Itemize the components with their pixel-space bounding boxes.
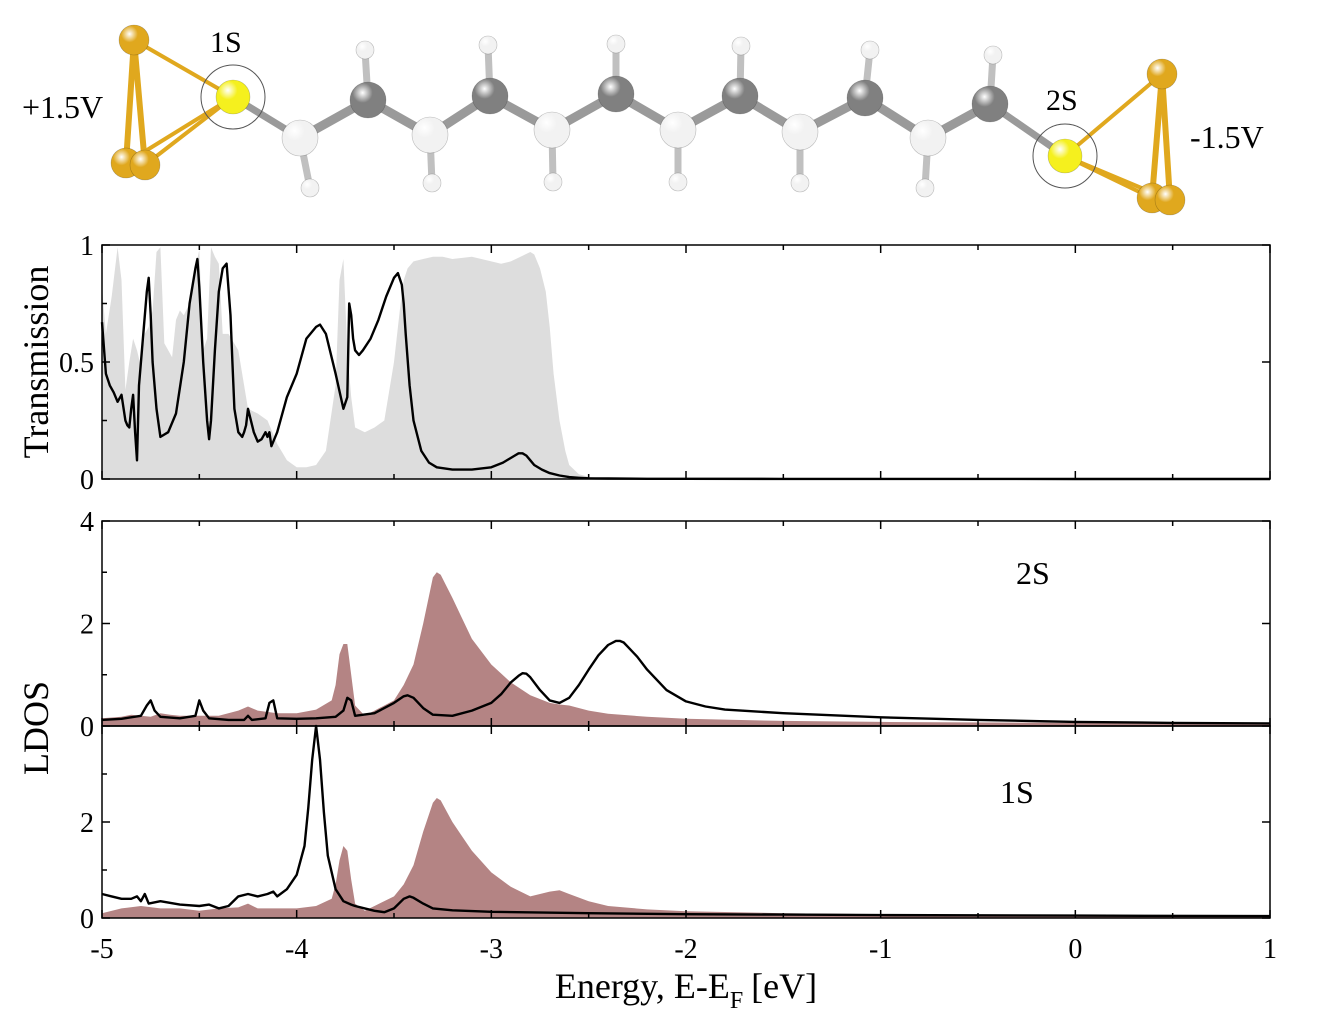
transmission-ylabel: Transmission: [16, 266, 56, 459]
carbon-atom: [471, 77, 509, 115]
x-tick-label: 1: [1263, 934, 1277, 965]
x-axis-label-subscript: F: [730, 988, 743, 1014]
x-tick-label: -1: [869, 934, 892, 965]
transmission-ytick-label: 0: [80, 465, 94, 496]
hydrogen-atom: [668, 172, 688, 192]
hydrogen-atom: [860, 40, 880, 60]
ldos_2s-ytick-label: 0: [80, 712, 94, 743]
gold-sulfur-bond: [143, 95, 235, 167]
gold-atom: [1154, 184, 1186, 216]
carbon-atom: [971, 85, 1009, 123]
ldos-2s-panel: 0 2 4: [80, 507, 1271, 743]
gold-atom: [129, 149, 161, 181]
hydrogen-atom: [790, 173, 810, 193]
sulfur-atom-1s: [215, 79, 251, 115]
carbon-atom: [281, 119, 319, 157]
ldos_1s-filled-series: [102, 798, 1270, 918]
transmission-filled-series: [102, 247, 1270, 479]
carbon-atom: [349, 81, 387, 119]
gold-atom: [1146, 58, 1178, 90]
ldos_1s-frame: [101, 725, 1271, 919]
ldos_1s-ytick-label: 2: [80, 808, 94, 839]
carbon-atom: [721, 77, 759, 115]
x-tick-label: 0: [1068, 934, 1082, 965]
x-tick-label: -2: [674, 934, 697, 965]
gold-bond: [1159, 71, 1173, 203]
carbon-atom: [909, 119, 947, 157]
x-axis-label: Energy, E-EF [eV]: [555, 966, 817, 1014]
ldos-1s-panel: 0 2 -5 -4 -3 -2 -1 0 1: [80, 724, 1277, 965]
x-tick-label: -5: [90, 934, 113, 965]
x-tick-label: -4: [285, 934, 308, 965]
hydrogen-atom: [915, 178, 935, 198]
hydrogen-atom: [543, 172, 563, 192]
carbon-atom: [659, 111, 697, 149]
sulfur-atom-2s: [1047, 138, 1083, 174]
atom-label-2s: 2S: [1046, 84, 1078, 117]
molecule-illustration: [110, 24, 1186, 216]
carbon-atom: [597, 75, 635, 113]
hydrogen-atom: [355, 40, 375, 60]
x-axis-label-main: Energy, E-E: [555, 966, 730, 1006]
gold-atom: [118, 24, 150, 56]
highlight-ring-1s: [200, 64, 266, 130]
ldos_2s-line-series: [101, 639, 1271, 725]
panel-label-1s: 1S: [1000, 774, 1034, 810]
ldos_1s-line-series: [101, 724, 1271, 918]
carbon-atom: [533, 111, 571, 149]
carbon-atom: [411, 116, 449, 154]
left-voltage-label: +1.5V: [22, 89, 103, 125]
transmission-ytick-label: 1: [80, 231, 94, 262]
atom-label-1s: 1S: [210, 26, 242, 59]
carbon-atom: [781, 113, 819, 151]
ldos-ylabel: LDOS: [16, 681, 56, 775]
gold-bond: [131, 37, 148, 168]
x-axis-label-unit: [eV]: [751, 966, 817, 1006]
ldos_2s-filled-series: [102, 572, 1270, 726]
ldos_2s-frame: [101, 520, 1271, 727]
hydrogen-atom: [300, 178, 320, 198]
transmission-panel: 00.51: [59, 231, 1271, 496]
hydrogen-atom: [422, 173, 442, 193]
gold-sulfur-bond: [132, 38, 235, 99]
panel-label-2s: 2S: [1016, 555, 1050, 591]
gold-sulfur-bond: [1063, 72, 1164, 158]
transmission-line-series: [100, 257, 1270, 481]
gold-bond: [123, 37, 137, 166]
highlight-ring-2s: [1032, 123, 1098, 189]
hydrogen-atom: [606, 34, 626, 54]
ldos_1s-ytick-label: 0: [80, 904, 94, 935]
transmission-ytick-label: 0.5: [59, 348, 94, 379]
hydrogen-atom: [731, 36, 751, 56]
hydrogen-atom: [478, 35, 498, 55]
ldos_2s-ytick-label: 2: [80, 610, 94, 641]
carbon-atom: [846, 79, 884, 117]
x-tick-label: -3: [480, 934, 503, 965]
hydrogen-atom: [983, 45, 1003, 65]
right-voltage-label: -1.5V: [1190, 119, 1264, 155]
ldos_2s-ytick-label: 4: [80, 507, 94, 538]
